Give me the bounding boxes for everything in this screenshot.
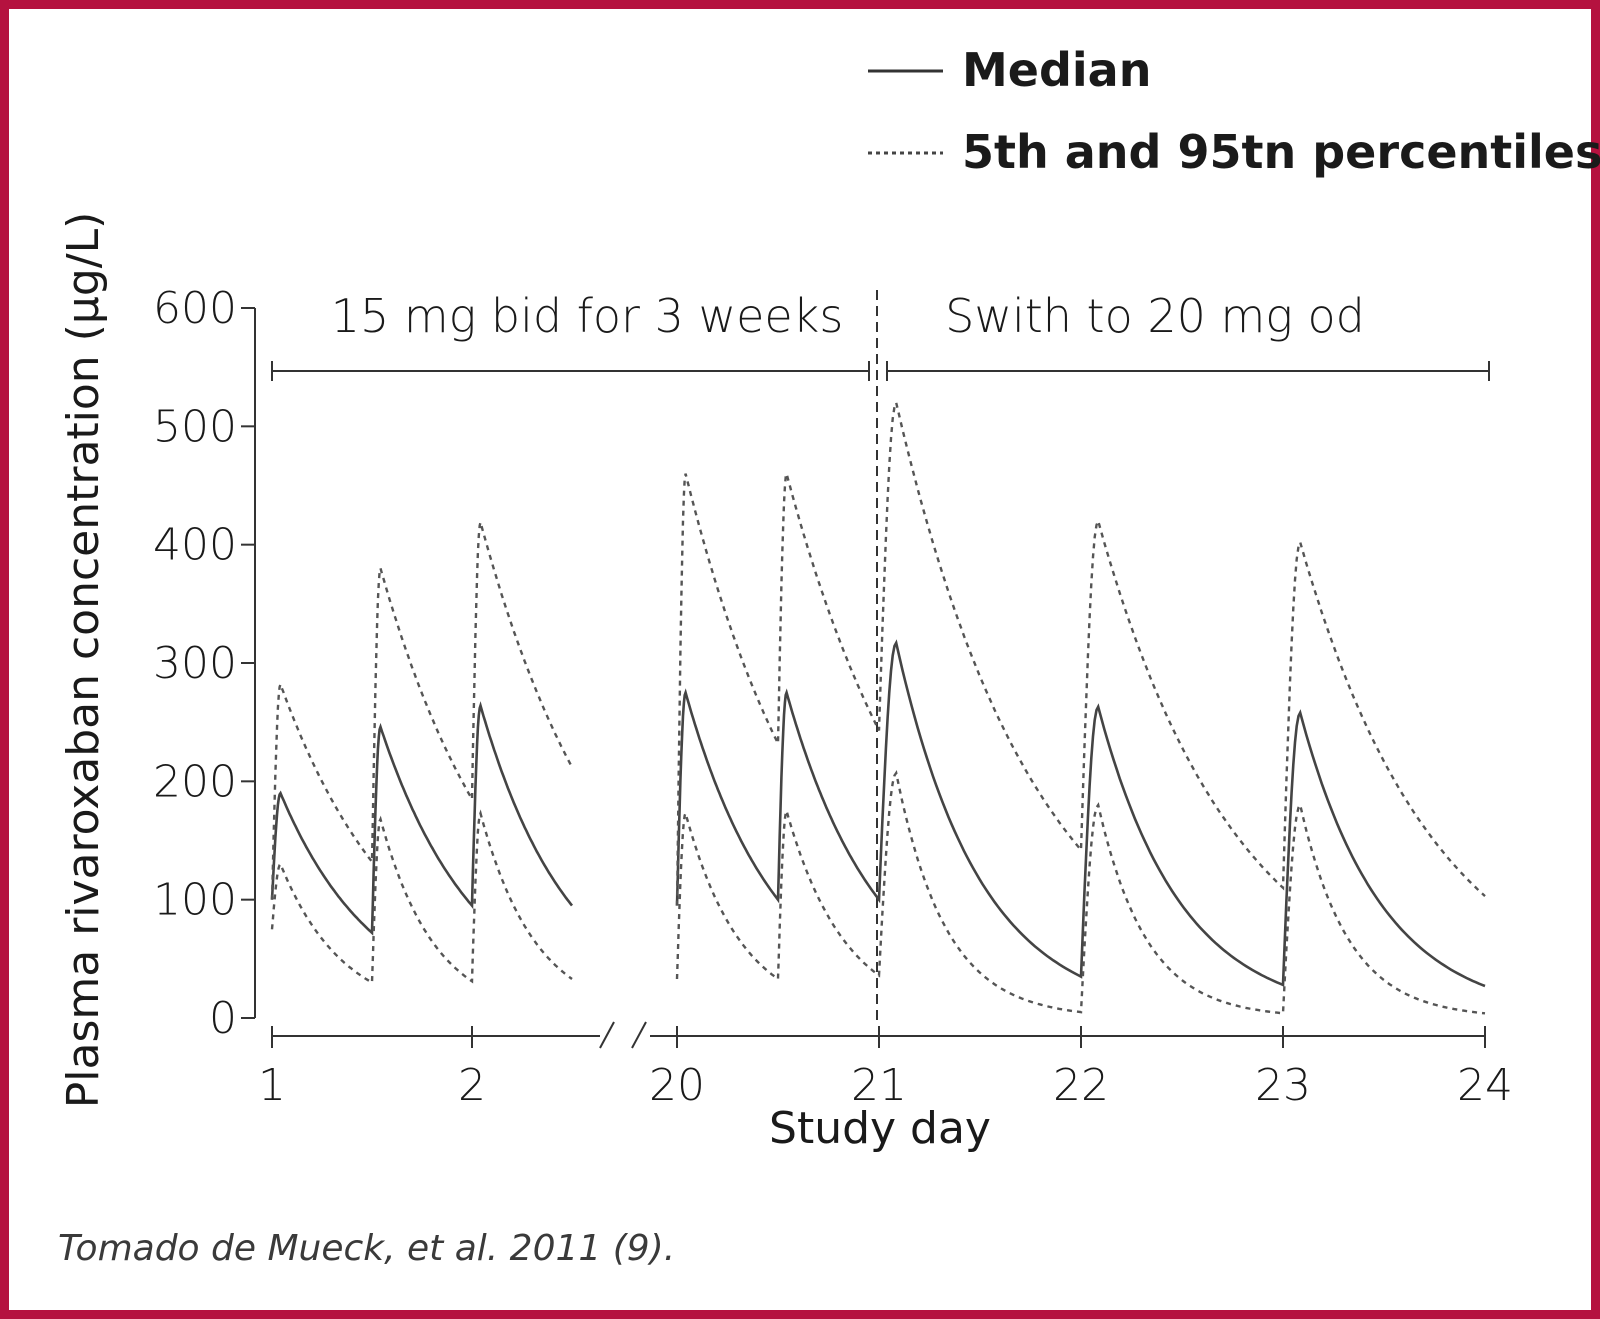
x-tick-label: 1 [258,1060,286,1111]
series-line [675,769,1486,1015]
x-tick-label: 22 [1053,1060,1109,1111]
y-tick-label: 600 [153,283,237,334]
x-axis-title: Study day [769,1103,991,1154]
regimen-label-bid: 15 mg bid for 3 weeks [331,289,844,343]
y-tick-label: 100 [153,875,237,926]
x-axis-break-mark [631,1021,647,1049]
y-tick-label: 300 [153,638,237,689]
y-tick-label: 500 [153,401,237,452]
regimen-brackets [271,361,1490,381]
x-axis: 1 2 20 21 22 23 24 [258,1021,1513,1111]
y-tick-label: 0 [209,993,237,1044]
x-tick-label: 21 [851,1060,907,1111]
y-axis: 0 100 200 300 400 500 600 [153,283,256,1044]
legend-label-percentiles: 5th and 95tn percentiles [962,125,1600,179]
x-tick-label: 23 [1255,1060,1311,1111]
series-line [675,398,1486,906]
series-median [270,639,1486,988]
series-line [675,639,1486,988]
series-line [270,521,574,900]
x-tick-label: 20 [649,1060,705,1111]
series-line [270,701,574,936]
y-tick-label: 400 [153,520,237,571]
x-axis-break-mark [599,1021,615,1049]
regimen-label-od: Swith to 20 mg od [945,289,1365,343]
x-tick-label: 2 [458,1060,486,1111]
legend: Median 5th and 95tn percentiles [868,43,1600,179]
source-caption: Tomado de Mueck, et al. 2011 (9). [58,1228,676,1269]
series-layer [270,398,1486,1015]
y-tick-label: 200 [153,756,237,807]
series-line [270,809,573,985]
series-95th-percentile [270,398,1486,906]
y-axis-title: Plasma rivaroxaban concentration (µg/L) [58,212,109,1109]
series-5th-percentile [270,769,1486,1015]
legend-label-median: Median [962,43,1151,97]
x-tick-label: 24 [1457,1060,1513,1111]
